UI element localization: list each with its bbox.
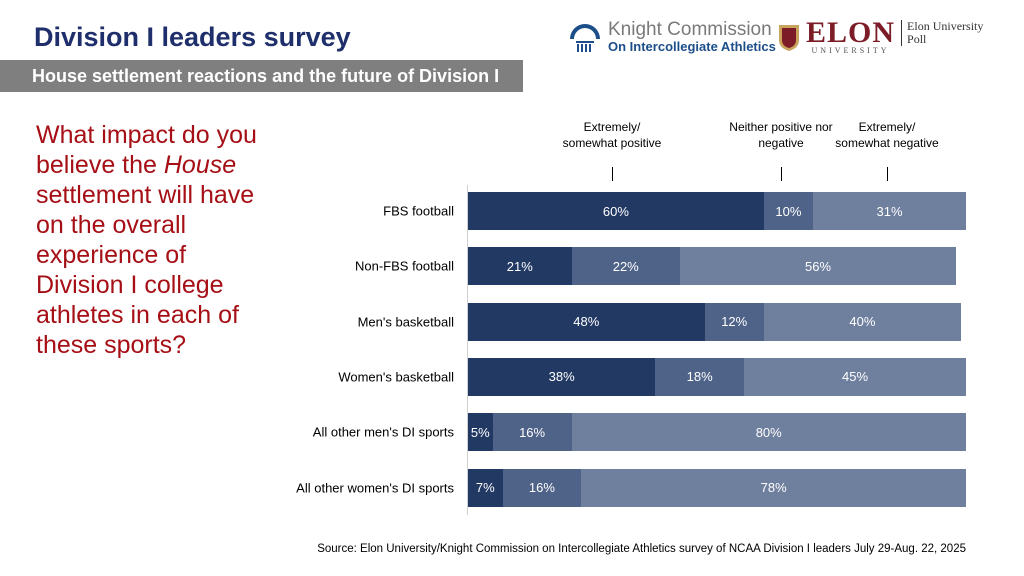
legend-tick bbox=[887, 167, 888, 181]
category-label: All other women's DI sports bbox=[296, 480, 454, 495]
bar-segment: 18% bbox=[655, 357, 745, 396]
bar-segment: 56% bbox=[679, 247, 957, 286]
bar-segment: 45% bbox=[744, 357, 966, 396]
bar-segment: 12% bbox=[704, 302, 764, 341]
dome-icon bbox=[570, 24, 600, 52]
bar-segment: 38% bbox=[468, 357, 656, 396]
knight-line2: On Intercollegiate Athletics bbox=[608, 39, 776, 54]
legend-tick bbox=[781, 167, 782, 181]
bar-segment: 10% bbox=[763, 192, 814, 230]
poll-line2: Poll bbox=[907, 31, 927, 46]
legend-label: Neither positive nor negative bbox=[729, 120, 833, 150]
category-label: Non-FBS football bbox=[355, 258, 454, 274]
bar-segment: 21% bbox=[468, 247, 572, 286]
bar-segment: 5% bbox=[468, 413, 493, 452]
bar-segment: 16% bbox=[502, 468, 582, 507]
bar-segment: 60% bbox=[468, 192, 764, 230]
category-label: Women's basketball bbox=[338, 369, 454, 385]
poll-line1: Elon University bbox=[907, 18, 984, 33]
question-italic: House bbox=[163, 151, 237, 179]
category-axis bbox=[467, 185, 468, 515]
legend-label: Extremely/ somewhat positive bbox=[562, 120, 662, 150]
poll-label: Elon University Poll bbox=[901, 18, 984, 46]
bar-segment: 48% bbox=[468, 302, 705, 341]
page-title: Division I leaders survey bbox=[34, 22, 351, 52]
page-subtitle: House settlement reactions and the futur… bbox=[32, 66, 500, 86]
elon-sub: UNIVERSITY bbox=[811, 46, 890, 55]
bar-segment: 22% bbox=[571, 247, 680, 286]
category-label: Men's basketball bbox=[357, 314, 454, 330]
legend-label: Extremely/ somewhat negative bbox=[835, 120, 939, 150]
subtitle-band bbox=[0, 60, 523, 92]
bar-segment: 80% bbox=[571, 413, 966, 452]
elon-wordmark: ELON bbox=[806, 16, 896, 49]
bar-segment: 31% bbox=[813, 192, 966, 230]
bar-segment: 7% bbox=[468, 468, 503, 507]
legend-tick bbox=[612, 167, 613, 181]
shield-icon bbox=[779, 24, 799, 51]
knight-commission-logo: Knight Commission On Intercollegiate Athl… bbox=[568, 20, 776, 54]
question-text: What impact do you believe the bbox=[36, 121, 257, 179]
source-note: Source: Elon University/Knight Commissio… bbox=[317, 543, 966, 555]
category-label: All other men's DI sports bbox=[312, 424, 454, 440]
survey-question: What impact do you believe the House set… bbox=[36, 120, 276, 360]
category-label: FBS football bbox=[383, 203, 454, 219]
bar-segment: 40% bbox=[763, 302, 961, 341]
knight-line1: Knight Commission bbox=[608, 19, 772, 40]
question-text-end: settlement will have on the overall expe… bbox=[36, 181, 255, 359]
bar-segment: 78% bbox=[581, 468, 966, 507]
elon-poll-logo: ELON UNIVERSITY Elon University Poll bbox=[778, 16, 984, 55]
bar-segment: 16% bbox=[492, 413, 572, 452]
